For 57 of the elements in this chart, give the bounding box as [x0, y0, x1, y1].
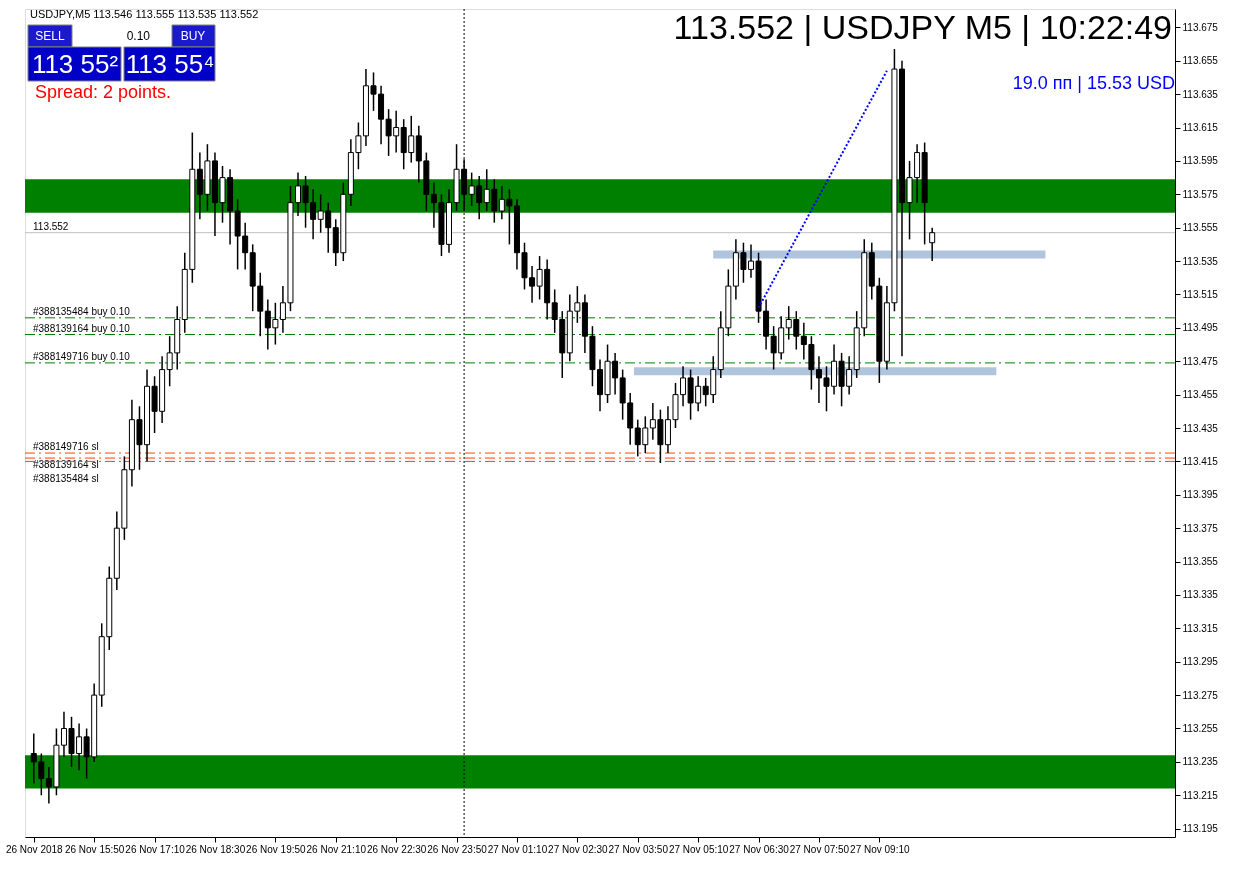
ref-line-label: #388139164 sl: [33, 459, 99, 471]
x-tick-label: 26 Nov 17:10: [125, 843, 186, 855]
x-tick-label: 26 Nov 22:30: [366, 843, 427, 855]
y-tick-label: 113.235: [1182, 756, 1219, 768]
chart-title: 113.552 | USDJPY M5 | 10:22:49: [673, 8, 1172, 46]
y-tick-label: 113.195: [1182, 823, 1219, 835]
candlestick: [929, 226, 936, 262]
x-tick-label: 26 Nov 19:50: [246, 843, 307, 855]
y-tick-label: 113.635: [1182, 88, 1219, 100]
y-tick-label: 113.295: [1182, 656, 1219, 668]
x-tick-label: 27 Nov 01:10: [487, 843, 548, 855]
y-tick-label: 113.215: [1182, 789, 1219, 801]
x-tick-label: 27 Nov 06:30: [729, 843, 790, 855]
x-tick-label: 27 Nov 03:50: [608, 843, 669, 855]
y-tick-label: 113.255: [1182, 722, 1219, 734]
annotation: SELL: [35, 29, 65, 43]
ref-line-label: #388149716 sl: [33, 441, 99, 453]
ref-line-label: #388135484 buy 0.10: [33, 305, 131, 317]
x-tick-label: 27 Nov 05:10: [668, 843, 729, 855]
y-tick-label: 113.575: [1182, 188, 1219, 200]
annotation: 0.10: [126, 29, 151, 43]
y-tick-label: 113.355: [1182, 556, 1219, 568]
annotation: 113 55⁴: [125, 49, 215, 79]
annotation: 113 55²: [31, 49, 119, 79]
y-tick-label: 113.395: [1182, 489, 1219, 501]
y-tick-label: 113.455: [1182, 389, 1219, 401]
x-tick-label: 27 Nov 07:50: [789, 843, 850, 855]
y-tick-label: 113.475: [1182, 355, 1219, 367]
y-tick-label: 113.495: [1182, 322, 1219, 334]
y-tick-label: 113.375: [1182, 522, 1219, 534]
ref-line-label: #388135484 sl: [33, 473, 99, 485]
y-tick-label: 113.535: [1182, 255, 1219, 267]
annotation: 19.0 пп | 15.53 USD: [1012, 73, 1175, 93]
y-tick-label: 113.335: [1182, 589, 1219, 601]
ref-line-label: 113.552: [33, 220, 69, 232]
y-tick-label: 113.415: [1182, 455, 1219, 467]
ref-line-label: #388139164 buy 0.10: [33, 322, 131, 334]
x-tick-label: 27 Nov 09:10: [850, 843, 911, 855]
y-tick-label: 113.675: [1182, 21, 1219, 33]
y-tick-label: 113.615: [1182, 122, 1219, 134]
x-tick-label: 26 Nov 18:30: [185, 843, 246, 855]
x-tick-label: 26 Nov 23:50: [427, 843, 488, 855]
y-tick-label: 113.275: [1182, 689, 1219, 701]
annotation: BUY: [180, 29, 206, 43]
x-tick-label: 26 Nov 2018: [5, 843, 64, 855]
x-tick-label: 27 Nov 02:30: [548, 843, 609, 855]
y-tick-label: 113.595: [1182, 155, 1219, 167]
y-tick-label: 113.435: [1182, 422, 1219, 434]
y-tick-label: 113.555: [1182, 222, 1219, 234]
ref-line-label: #388149716 buy 0.10: [33, 350, 131, 362]
x-tick-label: 26 Nov 15:50: [64, 843, 125, 855]
annotation: USDJPY,M5 113.546 113.555 113.535 113.552: [30, 8, 259, 20]
x-tick-label: 26 Nov 21:10: [306, 843, 367, 855]
y-tick-label: 113.515: [1182, 288, 1219, 300]
annotation: Spread: 2 points.: [35, 82, 172, 102]
y-tick-label: 113.655: [1182, 55, 1219, 67]
y-tick-label: 113.315: [1182, 622, 1219, 634]
